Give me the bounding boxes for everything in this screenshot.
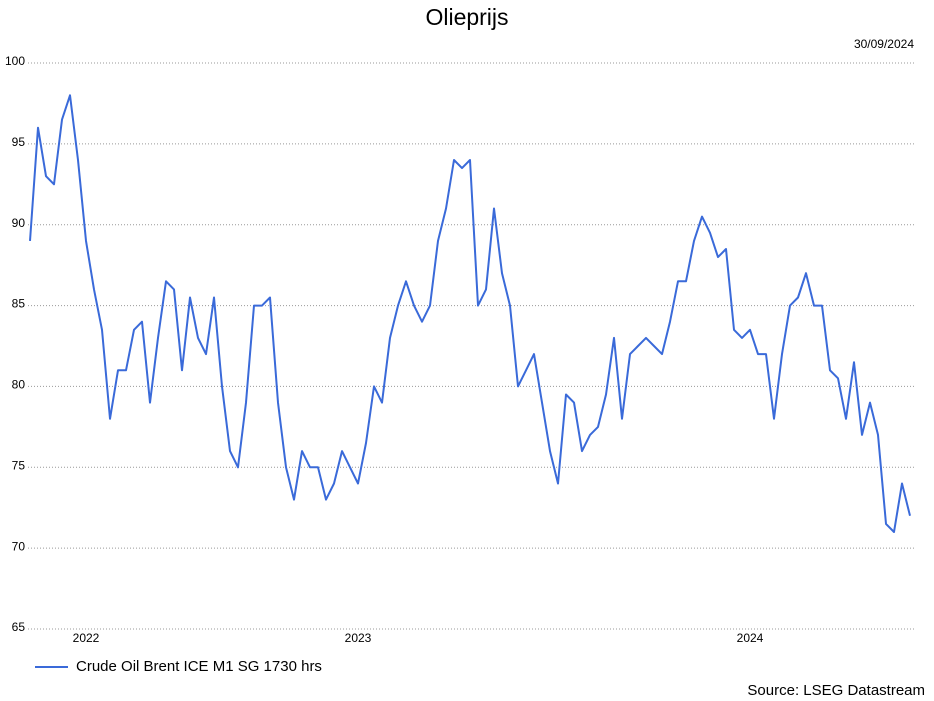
x-tick-label: 2023 (345, 631, 372, 645)
x-tick-label: 2024 (737, 631, 764, 645)
y-tick-label: 65 (12, 620, 26, 634)
y-tick-label: 100 (5, 54, 25, 68)
y-tick-label: 90 (12, 216, 26, 230)
y-tick-label: 85 (12, 297, 26, 311)
chart-title: Olieprijs (425, 4, 508, 30)
y-tick-label: 80 (12, 378, 26, 392)
x-tick-label: 2022 (73, 631, 100, 645)
source: Source: LSEG Datastream (747, 682, 925, 699)
date-annotation: 30/09/2024 (854, 37, 914, 51)
series-line (29, 94, 911, 533)
y-tick-label: 95 (12, 135, 26, 149)
y-tick-label: 75 (12, 458, 26, 472)
y-tick-label: 70 (12, 539, 26, 553)
legend-label: Crude Oil Brent ICE M1 SG 1730 hrs (76, 658, 322, 675)
